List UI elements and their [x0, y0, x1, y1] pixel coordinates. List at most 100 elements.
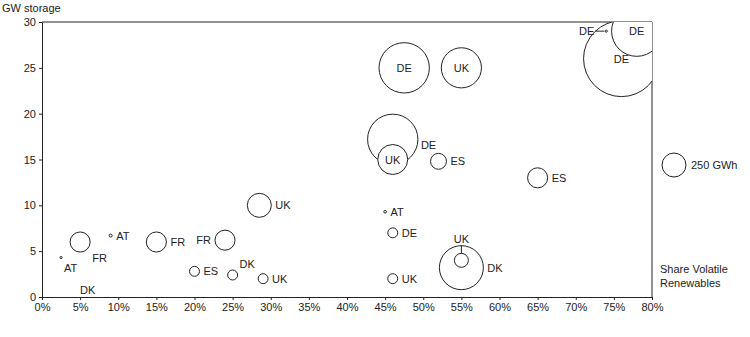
- x-tick-mark: [423, 297, 424, 300]
- point-labels: DEDEDEDEUKDEUKESESUKATDEDKUKUKFRATATDKFR…: [64, 25, 644, 296]
- x-tick: 35%: [298, 297, 320, 313]
- point-label: DE: [397, 62, 412, 74]
- bubble: [378, 145, 408, 175]
- bubble: [190, 266, 200, 276]
- x-tick-mark: [614, 297, 615, 300]
- x-tick: 65%: [527, 297, 549, 313]
- legend-bubble: [662, 153, 686, 177]
- bubble: [109, 234, 112, 237]
- x-tick-label: 60%: [489, 301, 511, 313]
- point-label: UK: [454, 233, 470, 245]
- point-label: FR: [92, 252, 107, 264]
- leader-line: [595, 31, 604, 32]
- y-tick-label: 25: [24, 62, 36, 74]
- bubble: [431, 153, 447, 169]
- y-axis-title: GW storage: [2, 2, 61, 14]
- bubble: [441, 48, 481, 88]
- x-tick-mark: [156, 297, 157, 300]
- x-tick-mark: [652, 297, 653, 300]
- x-tick-mark: [576, 297, 577, 300]
- bubble: [439, 246, 483, 290]
- frame-top: [42, 22, 652, 23]
- x-tick: 70%: [565, 297, 587, 313]
- x-tick-mark: [233, 297, 234, 300]
- x-tick: 55%: [451, 297, 473, 313]
- y-tick-mark: [39, 297, 42, 298]
- bubble: [228, 270, 238, 280]
- x-tick: 30%: [260, 297, 282, 313]
- point-label: FR: [196, 234, 211, 246]
- point-label: FR: [170, 236, 185, 248]
- x-tick-label: 5%: [73, 301, 89, 313]
- x-tick-mark: [195, 297, 196, 300]
- x-tick: 45%: [375, 297, 397, 313]
- point-label: ES: [450, 155, 465, 167]
- x-tick: 80%: [641, 297, 663, 313]
- y-axis-line: [42, 23, 43, 298]
- point-label: DE: [614, 53, 629, 65]
- x-tick-label: 65%: [527, 301, 549, 313]
- bubble: [388, 228, 398, 238]
- y-axis: 0 5 10 15 20 25 30: [24, 16, 43, 303]
- x-tick: 50%: [413, 297, 435, 313]
- y-tick: 20: [24, 108, 42, 120]
- x-axis: 0%5%10%15%20%25%30%35%40%45%50%55%60%65%…: [35, 297, 664, 313]
- bubble: [70, 232, 90, 252]
- point-label: AT: [390, 206, 404, 218]
- x-tick-label: 40%: [336, 301, 358, 313]
- point-label: DE: [421, 139, 436, 151]
- x-tick: 10%: [108, 297, 130, 313]
- point-label: DK: [487, 262, 503, 274]
- bubble: [454, 253, 468, 267]
- legend-label: 250 GWh: [691, 159, 737, 171]
- x-tick-mark: [461, 297, 462, 300]
- bubble: [379, 43, 429, 93]
- x-axis-title: Share VolatileRenewables: [660, 263, 728, 289]
- x-tick: 5%: [73, 297, 89, 313]
- y-tick: 30: [24, 16, 42, 28]
- x-tick: 60%: [489, 297, 511, 313]
- x-tick-label: 35%: [298, 301, 320, 313]
- x-tick-label: 10%: [108, 301, 130, 313]
- point-label: ES: [203, 265, 218, 277]
- x-tick-mark: [118, 297, 119, 300]
- x-tick-mark: [538, 297, 539, 300]
- x-tick-label: 0%: [35, 301, 51, 313]
- bubble: [215, 230, 235, 250]
- bubble: [368, 114, 418, 164]
- bubble: [146, 232, 166, 252]
- point-label: DE: [579, 25, 594, 37]
- x-tick-mark: [80, 297, 81, 300]
- x-tick-label: 15%: [146, 301, 168, 313]
- y-tick-label: 10: [24, 199, 36, 211]
- y-tick: 10: [24, 199, 42, 211]
- y-tick-mark: [39, 68, 42, 69]
- bubble: [258, 274, 268, 284]
- y-tick-label: 0: [30, 291, 36, 303]
- x-tick: 25%: [222, 297, 244, 313]
- x-tick-label: 55%: [451, 301, 473, 313]
- y-tick: 0: [30, 291, 42, 303]
- y-tick-label: 20: [24, 108, 36, 120]
- y-tick-mark: [39, 205, 42, 206]
- x-tick-mark: [385, 297, 386, 300]
- x-tick-mark: [347, 297, 348, 300]
- y-tick-label: 30: [24, 16, 36, 28]
- point-label: UK: [402, 273, 418, 285]
- point-label: UK: [454, 62, 470, 74]
- x-tick-label: 45%: [375, 301, 397, 313]
- bubble: [384, 210, 387, 213]
- point-label: AT: [64, 262, 78, 274]
- point-label: UK: [275, 199, 291, 211]
- x-tick: 40%: [336, 297, 358, 313]
- x-tick-mark: [500, 297, 501, 300]
- y-tick: 5: [30, 245, 42, 257]
- x-tick-label: 30%: [260, 301, 282, 313]
- point-label: DK: [80, 284, 96, 296]
- y-tick-mark: [39, 22, 42, 23]
- y-tick-mark: [39, 160, 42, 161]
- point-label: UK: [272, 273, 288, 285]
- bubble: [388, 274, 398, 284]
- y-tick-label: 15: [24, 154, 36, 166]
- y-tick: 25: [24, 62, 42, 74]
